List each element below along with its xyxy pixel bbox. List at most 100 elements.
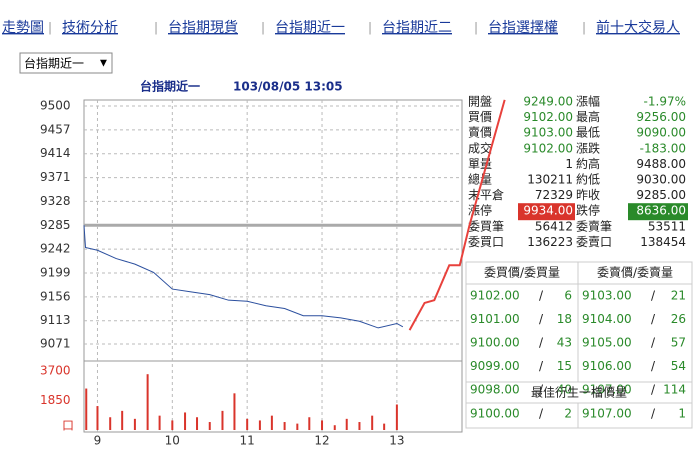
quote-value: 9285.00 <box>636 188 686 202</box>
quote-value: 9256.00 <box>636 110 686 124</box>
nav-link[interactable]: 技術分析 <box>62 20 118 36</box>
price-line <box>408 99 506 331</box>
dropdown-arrow: ▼ <box>100 59 107 69</box>
ask-qty: 54 <box>671 359 686 373</box>
quote-value: 130211 <box>527 173 573 187</box>
chart-title: 台指期近一 <box>140 79 200 94</box>
x-tick-label: 13 <box>389 434 404 448</box>
nav-link[interactable]: 走勢圖 <box>2 20 44 36</box>
book-frame <box>465 261 693 429</box>
sep: / <box>539 359 544 373</box>
ask-price: 9107.00 <box>582 383 632 397</box>
volume-bar <box>208 422 211 430</box>
quote-value: 9102.00 <box>523 141 573 155</box>
volume-bar <box>383 423 386 430</box>
dropdown-label: 台指期近一 <box>24 56 84 71</box>
quote-value: -1.97% <box>644 95 686 109</box>
chart-subtitle: 103/08/05 13:05 <box>233 80 343 94</box>
bid-qty: 18 <box>557 312 572 326</box>
volume-bar <box>121 410 124 430</box>
sep: / <box>651 336 656 350</box>
nav-separator: | <box>474 21 478 35</box>
volume-bar <box>321 420 324 430</box>
sep: / <box>539 383 544 397</box>
volume-bar <box>308 417 311 430</box>
volume-bar <box>221 410 224 430</box>
bid-qty: 6 <box>564 289 572 303</box>
y-tick-label: 9371 <box>40 170 71 184</box>
x-tick-label: 9 <box>94 434 102 448</box>
sep: / <box>651 407 656 421</box>
ask-price: 9105.00 <box>582 336 632 350</box>
volume-bar <box>96 406 99 430</box>
volume-bar <box>133 418 136 430</box>
quote-label: 未平倉 <box>468 187 504 202</box>
volume-tick-label: 口 <box>62 419 74 433</box>
sep: / <box>539 336 544 350</box>
sep: / <box>539 289 544 303</box>
ask-price: 9106.00 <box>582 359 632 373</box>
y-tick-label: 9071 <box>40 337 71 351</box>
volume-bar <box>85 388 88 430</box>
ask-price: 9104.00 <box>582 312 632 326</box>
volume-bar <box>196 417 199 430</box>
quote-label: 約低 <box>576 172 600 187</box>
quote-value: 9488.00 <box>636 157 686 171</box>
volume-bar <box>184 412 187 430</box>
bid-price: 9100.00 <box>470 336 520 350</box>
plot-frame <box>83 99 463 433</box>
volume-bar <box>358 422 361 430</box>
bid-price: 9099.00 <box>470 359 520 373</box>
nav-link[interactable]: 前十大交易人 <box>596 19 680 36</box>
sep: / <box>539 407 544 421</box>
book-header: 委買價/委買量 <box>484 266 560 280</box>
ask-price: 9103.00 <box>582 289 632 303</box>
quote-label: 委買筆 <box>468 219 504 233</box>
x-tick-label: 12 <box>314 434 329 448</box>
sep: / <box>651 289 656 303</box>
volume-bar <box>109 417 112 430</box>
quote-value: -183.00 <box>640 141 686 155</box>
nav-separator: | <box>48 21 52 35</box>
y-tick-label: 9500 <box>40 99 71 113</box>
quote-label: 最低 <box>576 126 600 140</box>
sep: / <box>651 383 656 397</box>
quote-label: 開盤 <box>468 95 492 109</box>
quote-value: 136223 <box>527 235 573 249</box>
nav-separator: | <box>582 21 586 35</box>
volume-bar <box>246 418 249 430</box>
volume-bar <box>345 418 348 430</box>
quote-value: 72329 <box>535 188 573 202</box>
bid-qty: 15 <box>557 359 572 373</box>
quote-label: 約高 <box>576 156 600 171</box>
nav-link[interactable]: 台指期現貨 <box>168 19 238 36</box>
quote-value: 8636.00 <box>636 204 686 218</box>
volume-tick-label: 1850 <box>40 393 71 407</box>
quote-label: 買價 <box>468 110 492 124</box>
ask-qty: 1 <box>678 407 686 421</box>
x-tick-label: 11 <box>240 434 255 448</box>
ask-qty: 21 <box>671 289 686 303</box>
ask-qty: 114 <box>663 383 686 397</box>
nav-link[interactable]: 台指期近一 <box>275 20 345 36</box>
sep: / <box>651 312 656 326</box>
dropdown[interactable] <box>19 52 113 74</box>
nav-separator: | <box>261 21 265 35</box>
y-tick-label: 9242 <box>40 242 71 256</box>
quote-value: 56412 <box>535 219 573 233</box>
quote-value: 9090.00 <box>636 126 686 140</box>
nav-link[interactable]: 台指選擇權 <box>488 20 558 36</box>
nav-link[interactable]: 台指期近二 <box>382 20 452 36</box>
volume-bar <box>283 422 286 430</box>
volume-bar <box>258 420 261 430</box>
quote-value: 53511 <box>648 219 686 233</box>
ask-qty: 57 <box>671 336 686 350</box>
bid-qty: 2 <box>564 407 572 421</box>
quote-value: 9102.00 <box>523 110 573 124</box>
quote-label: 漲幅 <box>576 94 600 109</box>
quote-label: 委賣口 <box>576 234 612 249</box>
volume-tick-label: 3700 <box>40 364 71 378</box>
quote-value: 9934.00 <box>523 204 573 218</box>
bid-qty: 40 <box>557 383 572 397</box>
